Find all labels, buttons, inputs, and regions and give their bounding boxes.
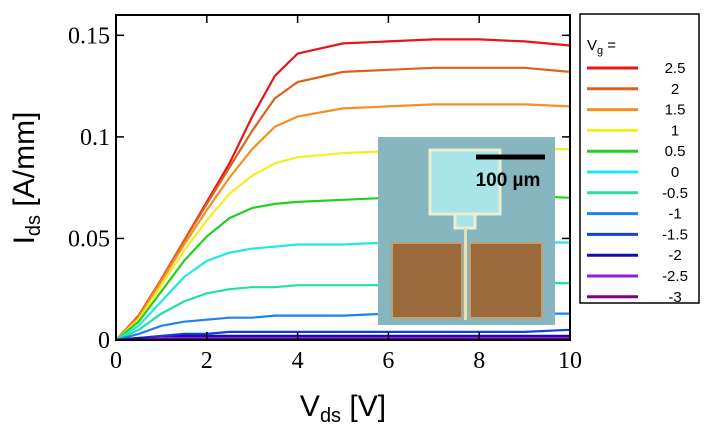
inset-photo: 100 µm	[378, 137, 555, 325]
legend-label: 1	[671, 122, 679, 139]
legend-title: Vg =	[587, 37, 616, 57]
legend-label: 2.5	[665, 60, 686, 77]
x-tick-label: 4	[292, 348, 304, 374]
y-tick-label: 0	[98, 328, 110, 354]
curve	[116, 103, 570, 340]
x-axis-title: Vds [V]	[300, 390, 386, 427]
legend-title-main: V	[587, 37, 597, 54]
curve	[116, 336, 570, 340]
y-tick-label: 0.05	[68, 226, 110, 252]
legend-label: -0.5	[662, 185, 688, 202]
x-tick-label: 10	[558, 348, 582, 374]
y-title-sub: ds	[23, 215, 45, 236]
y-axis-title: Ids [A/mm]	[8, 112, 45, 245]
plot-frame	[115, 14, 571, 341]
legend-title-sub: g	[597, 45, 603, 57]
legend-label: 2	[671, 81, 679, 98]
curve	[116, 66, 570, 340]
legend-label: 1.5	[665, 102, 686, 119]
gate-finger	[464, 228, 467, 320]
legend-label: -2	[668, 247, 681, 264]
legend-title-rest: =	[603, 37, 616, 54]
legend-label: -1	[668, 206, 681, 223]
axes: 0 2 4 6 8 10 0 0.05 0.1 0.15	[68, 15, 582, 374]
y-tick-label: 0.1	[80, 125, 110, 151]
curve	[116, 328, 570, 340]
x-tick-label: 2	[201, 348, 213, 374]
x-title-sub: ds	[320, 405, 341, 427]
legend-label: 0	[671, 164, 679, 181]
scale-label: 100 µm	[476, 170, 541, 191]
legend-label: 0.5	[665, 143, 686, 160]
gate-neck	[453, 212, 477, 230]
gate-pad	[428, 148, 502, 216]
legend-label: -3	[668, 289, 681, 306]
drain-pad	[469, 242, 543, 319]
x-tick-label: 8	[473, 348, 485, 374]
legend: Vg = 2.5 2 1.5 1 0.5 0 -0.5 -1 -1.5 -2 -2.5 -3	[579, 13, 700, 306]
x-tick-label: 0	[110, 348, 122, 374]
legend-label: -2.5	[662, 268, 688, 285]
y-title-rest: [A/mm]	[8, 112, 41, 215]
x-title-main: V	[300, 390, 320, 423]
x-tick-label: 6	[382, 348, 394, 374]
legend-label: -1.5	[662, 226, 688, 243]
x-title-rest: [V]	[341, 390, 386, 423]
source-pad	[391, 242, 463, 319]
y-tick-label: 0.15	[68, 23, 110, 49]
y-title-main: I	[8, 236, 41, 244]
